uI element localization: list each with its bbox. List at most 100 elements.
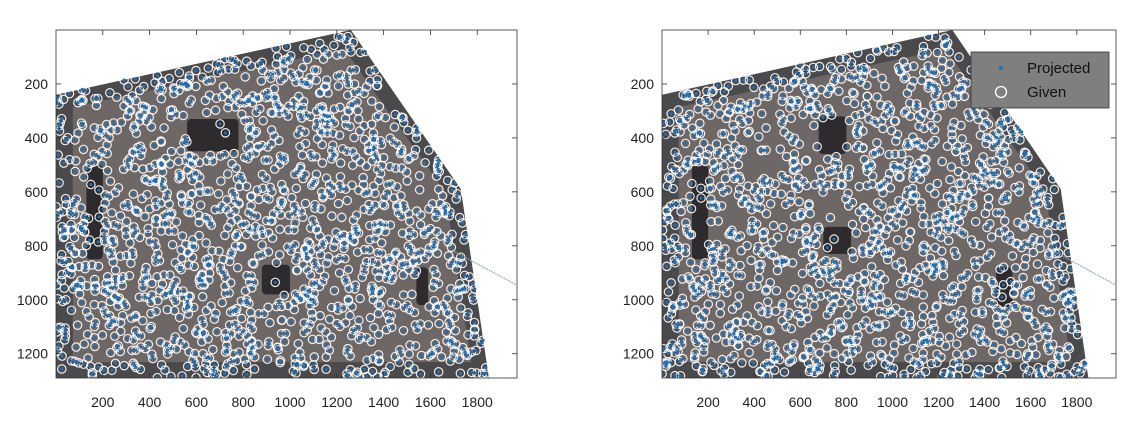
projected-point xyxy=(292,100,295,103)
projected-point xyxy=(309,250,312,253)
projected-point xyxy=(234,310,237,313)
projected-point xyxy=(306,256,309,259)
projected-point xyxy=(175,220,178,223)
projected-point xyxy=(104,201,107,204)
projected-point xyxy=(109,351,112,354)
projected-point xyxy=(702,142,705,145)
projected-point xyxy=(64,335,67,338)
projected-point xyxy=(196,327,199,330)
projected-point xyxy=(331,132,334,135)
outlier-point xyxy=(489,270,491,272)
projected-point xyxy=(93,97,96,100)
projected-point xyxy=(722,190,725,193)
projected-point xyxy=(375,115,378,118)
projected-point xyxy=(149,301,152,304)
projected-point xyxy=(427,149,430,152)
projected-point xyxy=(1022,308,1025,311)
projected-point xyxy=(919,117,922,120)
projected-point xyxy=(61,225,64,228)
projected-point xyxy=(126,85,129,88)
projected-point xyxy=(327,238,330,241)
projected-point xyxy=(376,78,379,81)
y-tick-label: 200 xyxy=(25,76,49,92)
projected-point xyxy=(293,204,296,207)
projected-point xyxy=(177,89,180,92)
projected-point xyxy=(249,351,252,354)
projected-point xyxy=(290,249,293,252)
projected-point xyxy=(205,159,208,162)
projected-point xyxy=(701,282,704,285)
projected-point xyxy=(235,167,238,170)
projected-point xyxy=(129,262,132,265)
projected-point xyxy=(225,208,228,211)
projected-point xyxy=(264,96,267,99)
projected-point xyxy=(433,240,436,243)
projected-point xyxy=(55,216,58,219)
projected-point xyxy=(428,305,431,308)
projected-point xyxy=(103,239,106,242)
outlier-point xyxy=(472,261,474,263)
projected-point xyxy=(62,161,65,164)
projected-point xyxy=(814,183,817,186)
projected-point xyxy=(930,314,933,317)
projected-point xyxy=(266,91,269,94)
projected-point xyxy=(126,160,129,163)
projected-point xyxy=(693,334,696,337)
projected-point xyxy=(342,234,345,237)
projected-point xyxy=(876,201,879,204)
projected-point xyxy=(371,260,374,263)
projected-point xyxy=(305,252,308,255)
projected-point xyxy=(939,236,942,239)
projected-point xyxy=(383,195,386,198)
projected-point xyxy=(376,168,379,171)
projected-point xyxy=(281,200,284,203)
projected-point xyxy=(350,334,353,337)
projected-point xyxy=(353,136,356,139)
projected-point xyxy=(185,85,188,88)
projected-point xyxy=(432,268,435,271)
projected-point xyxy=(1043,223,1046,226)
projected-point xyxy=(357,117,360,120)
projected-point xyxy=(415,126,418,129)
projected-point xyxy=(186,251,189,254)
projected-point xyxy=(427,252,430,255)
projected-point xyxy=(185,159,188,162)
projected-point xyxy=(120,278,123,281)
projected-point xyxy=(313,203,316,206)
projected-point xyxy=(248,98,251,101)
projected-point xyxy=(133,166,136,169)
projected-point xyxy=(408,344,411,347)
projected-point xyxy=(192,306,195,309)
projected-point xyxy=(339,161,342,164)
projected-point xyxy=(244,289,247,292)
projected-point xyxy=(377,179,380,182)
projected-point xyxy=(200,340,203,343)
projected-point xyxy=(81,88,84,91)
projected-point xyxy=(407,245,410,248)
projected-point xyxy=(448,214,451,217)
projected-point xyxy=(378,222,381,225)
projected-point xyxy=(673,203,676,206)
projected-point xyxy=(382,156,385,159)
projected-point xyxy=(402,293,405,296)
projected-point xyxy=(904,244,907,247)
projected-point xyxy=(165,344,168,347)
projected-point xyxy=(253,368,256,371)
projected-point xyxy=(1062,265,1065,268)
projected-point xyxy=(283,340,286,343)
projected-point xyxy=(130,317,133,320)
projected-point xyxy=(292,212,295,215)
projected-point xyxy=(119,321,122,324)
projected-point xyxy=(353,91,356,94)
projected-point xyxy=(136,333,139,336)
projected-point xyxy=(295,208,298,211)
projected-point xyxy=(335,258,338,261)
projected-point xyxy=(189,162,192,165)
projected-point xyxy=(339,187,342,190)
projected-point xyxy=(1010,128,1013,131)
projected-point xyxy=(108,281,111,284)
projected-point xyxy=(140,197,143,200)
projected-point xyxy=(295,187,298,190)
projected-point xyxy=(918,266,921,269)
projected-point xyxy=(726,147,729,150)
